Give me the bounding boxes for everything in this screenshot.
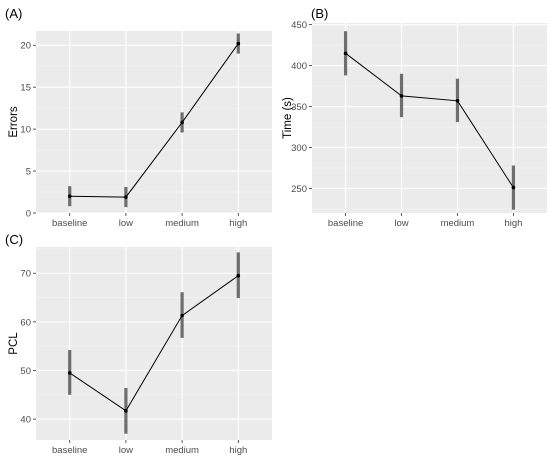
data-point [180,313,184,318]
data-point [180,120,184,125]
series-line [345,52,514,188]
series-line [69,43,239,198]
y-tick-label: 0 [26,208,31,219]
y-axis-title: PCL [8,332,20,355]
x-tick-label: medium [165,445,199,456]
data-point [399,94,404,98]
data-point [236,41,241,46]
chart-panel-1: 0 5 10 15 20 baseline low medium high (A) Errors [5,6,272,229]
panel-label: (A) [5,6,22,21]
data-point [511,185,516,190]
y-tick-label: 250 [291,184,307,195]
chart-panel-2: 250 300 350 400 450 baseline low medium high (B) T… [282,6,547,229]
x-tick-label: low [119,445,133,456]
chart-panel-3: 40 50 60 70 baseline low medium high (C) PCL [5,232,272,456]
y-tick-label: 10 [20,125,31,136]
data-point [343,51,348,56]
y-tick-label: 60 [20,317,31,328]
x-tick-label: baseline [52,445,87,456]
x-tick-label: low [394,218,408,229]
series-line [69,275,239,412]
x-tick-label: high [229,218,247,229]
data-point [67,194,72,199]
plot-background [36,31,272,213]
y-tick-label: 50 [20,366,31,377]
y-tick-label: 400 [291,61,307,72]
y-tick-label: 40 [20,414,31,425]
data-point [124,195,128,199]
data-point [455,99,460,103]
x-tick-label: medium [441,218,475,229]
plot-background [312,23,547,213]
y-axis-title: Errors [8,106,20,138]
y-tick-label: 300 [291,143,307,154]
y-tick-label: 350 [291,102,307,113]
data-point [67,371,72,375]
panel-label: (B) [311,6,328,21]
y-tick-label: 15 [20,83,31,94]
data-point [124,409,128,413]
panel-label: (C) [5,232,23,247]
x-tick-label: medium [165,218,199,229]
x-tick-label: high [504,218,522,229]
x-tick-label: high [229,445,247,456]
data-point [236,273,241,278]
x-tick-label: baseline [328,218,363,229]
y-tick-label: 20 [20,41,31,52]
y-tick-label: 450 [291,20,307,31]
x-tick-label: low [119,218,133,229]
y-tick-label: 5 [26,166,31,177]
x-tick-label: baseline [52,218,87,229]
y-axis-title: Time (s) [282,97,294,139]
y-tick-label: 70 [20,269,31,280]
